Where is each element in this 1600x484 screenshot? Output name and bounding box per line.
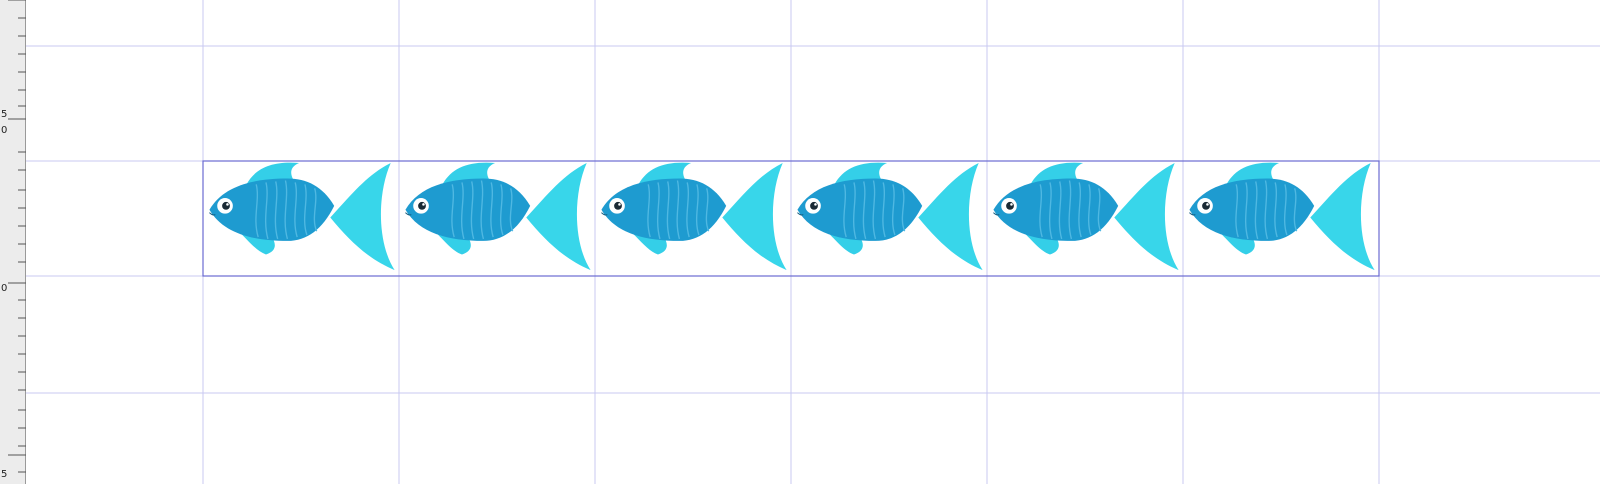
fish-icon[interactable] xyxy=(208,161,396,271)
fish-icon[interactable] xyxy=(1188,161,1376,271)
ruler-label: 5 xyxy=(1,109,8,120)
design-canvas[interactable] xyxy=(26,0,1600,484)
ruler-ticks xyxy=(8,0,26,473)
ruler-label: 0 xyxy=(1,125,8,136)
fish-icon[interactable] xyxy=(404,161,592,271)
ruler-label: 0 xyxy=(1,283,8,294)
ruler-label: 5 xyxy=(1,469,8,480)
fish-icon[interactable] xyxy=(600,161,788,271)
vertical-ruler[interactable]: 5 0 0 5 xyxy=(0,0,26,484)
fish-icon[interactable] xyxy=(796,161,984,271)
fish-row[interactable] xyxy=(208,161,1376,271)
selection-frame[interactable] xyxy=(202,160,1380,277)
fish-icon[interactable] xyxy=(992,161,1180,271)
